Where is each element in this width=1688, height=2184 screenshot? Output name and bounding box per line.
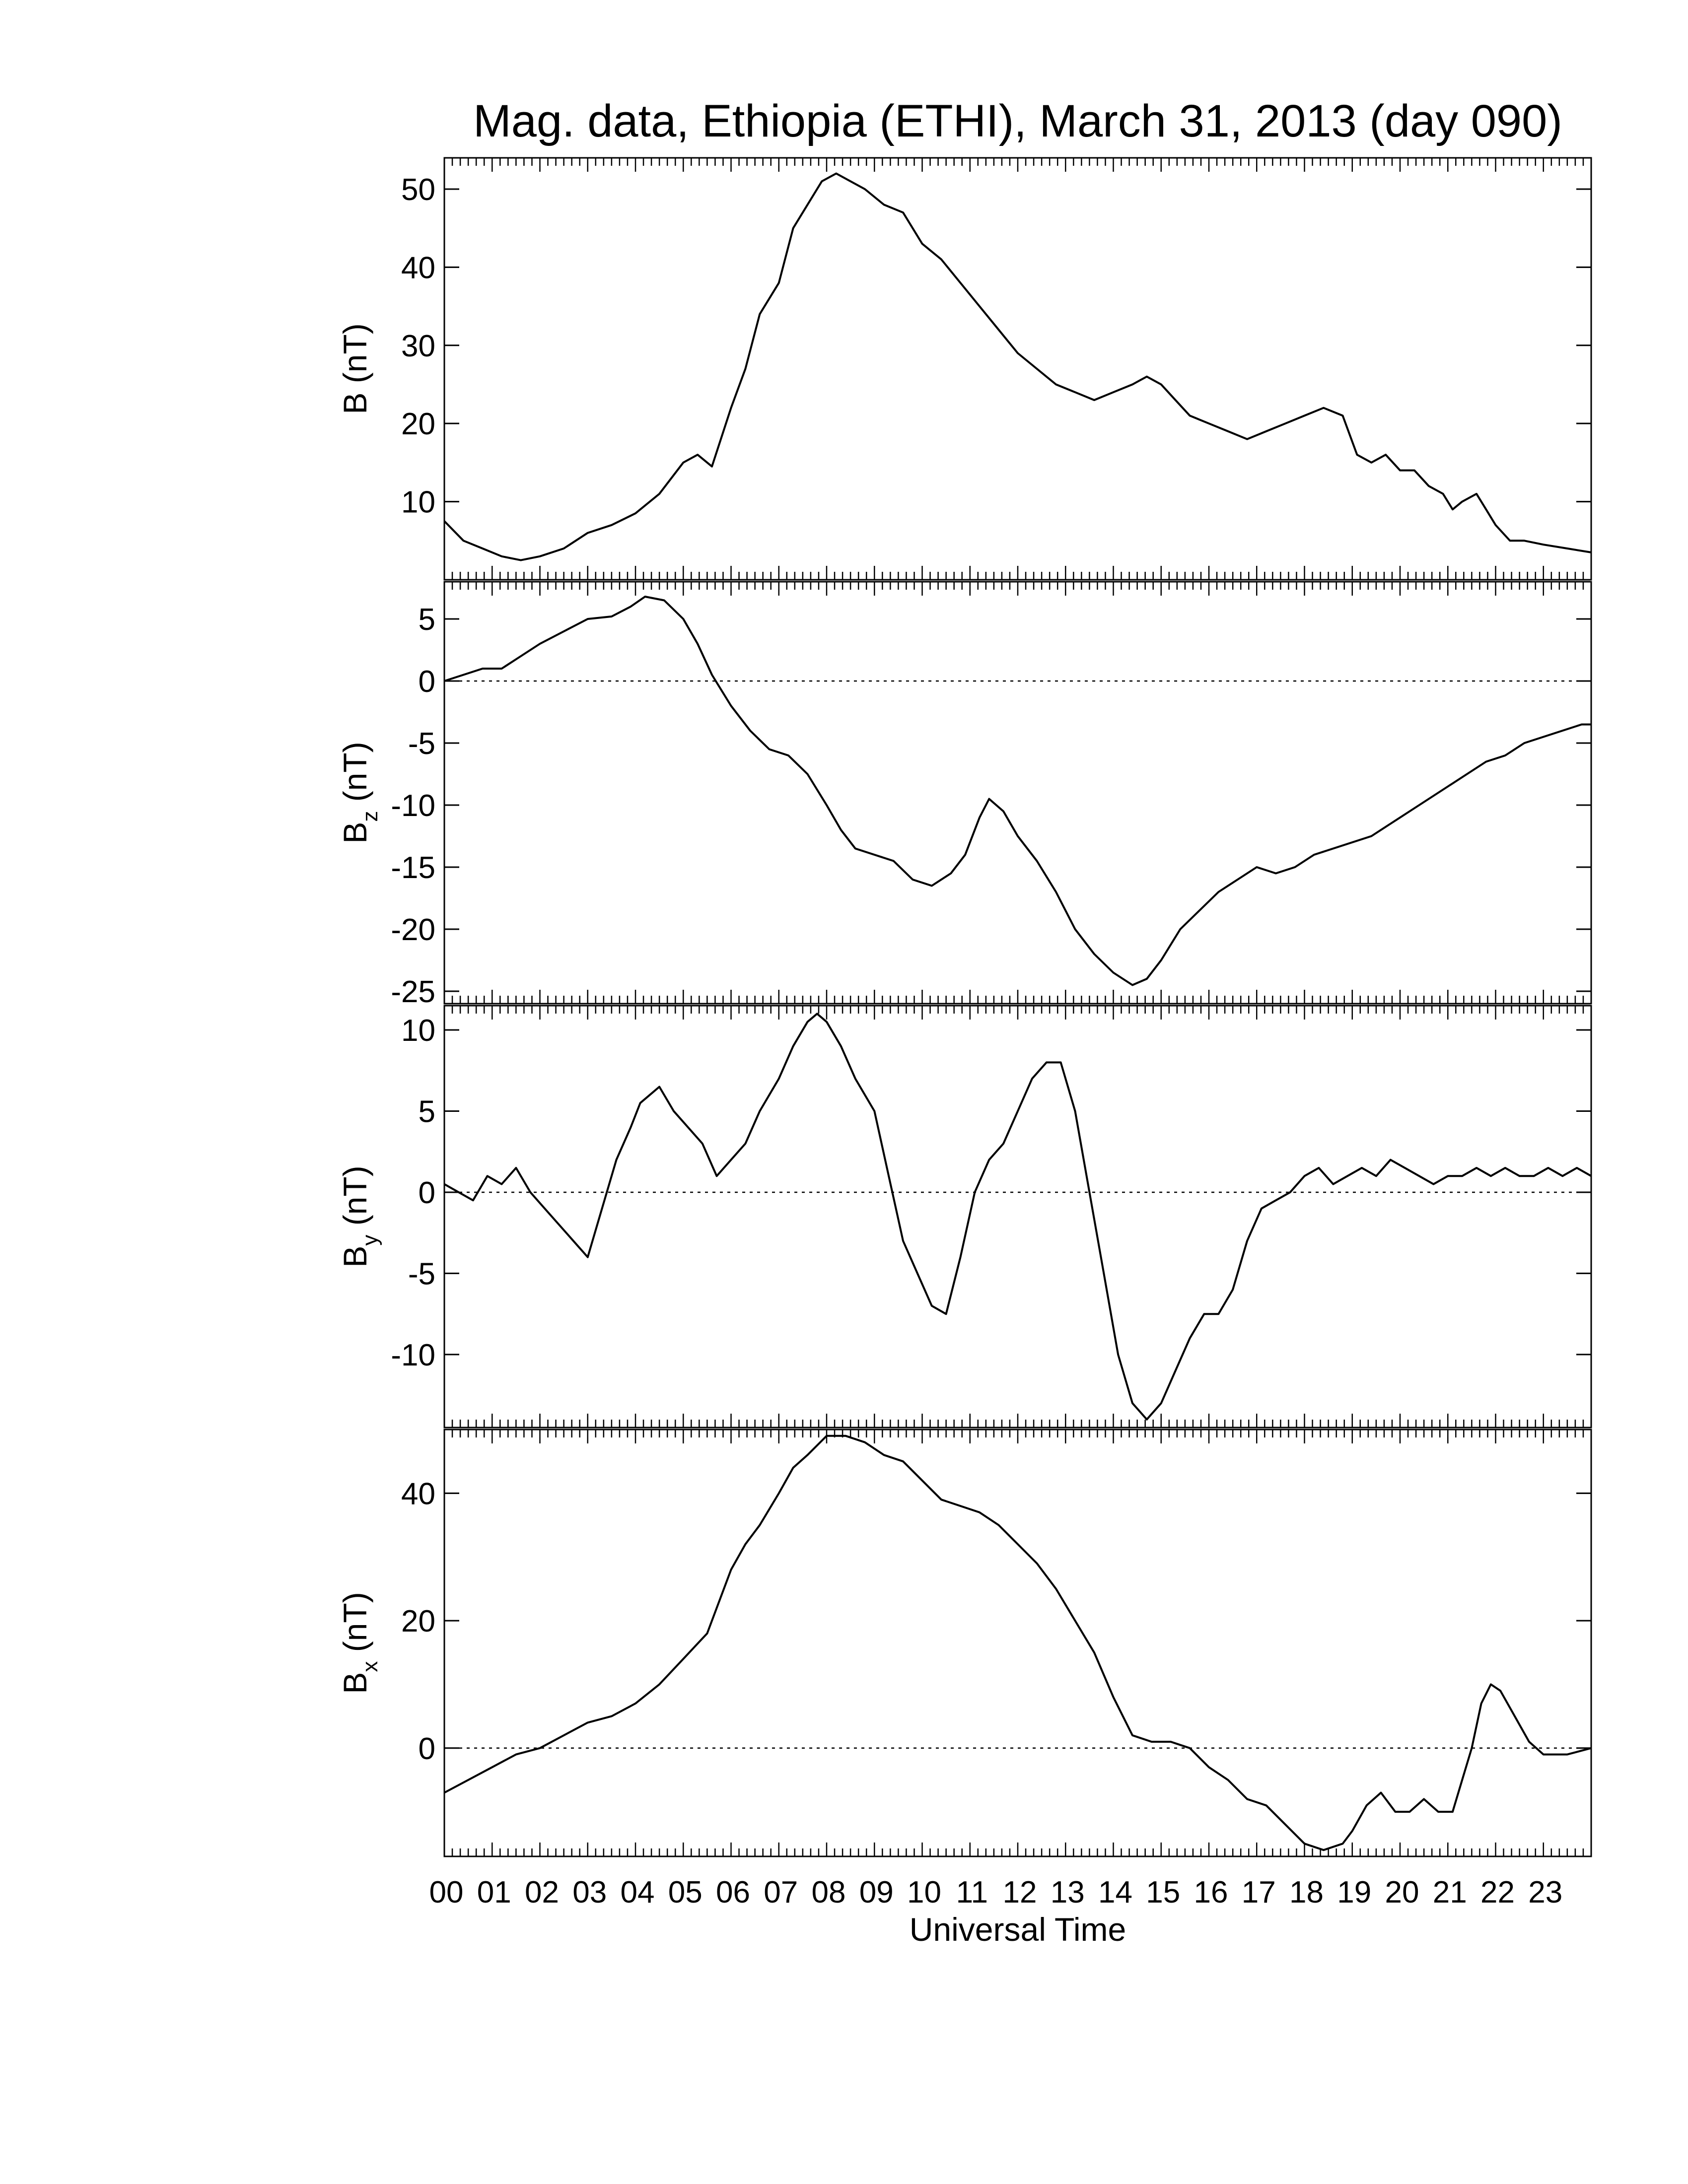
x-tick-label: 06: [716, 1875, 750, 1910]
y-tick-label: 40: [401, 1477, 435, 1511]
x-tick-label: 03: [572, 1875, 607, 1910]
x-tick-label: 08: [812, 1875, 846, 1910]
series-line-By: [444, 1013, 1592, 1421]
x-tick-label: 16: [1194, 1875, 1228, 1910]
y-tick-label: -5: [408, 1257, 435, 1291]
x-tick-label: 17: [1242, 1875, 1276, 1910]
x-tick-label: 10: [907, 1875, 941, 1910]
y-tick-label: -15: [391, 851, 435, 885]
x-tick-label: 12: [1003, 1875, 1037, 1910]
y-tick-label: 20: [401, 1604, 435, 1638]
panel-B: 10 20 30 40 50 B (nT): [337, 157, 1592, 581]
x-tick-label: 15: [1146, 1875, 1180, 1910]
series-line-B: [443, 172, 1592, 561]
y-tick-label: 40: [401, 251, 435, 285]
x-tick-label: 00: [429, 1875, 464, 1910]
x-ticks-B: [443, 158, 1592, 580]
series-line-Bx: [444, 1434, 1592, 1851]
y-tick-label: 20: [401, 407, 435, 441]
panel-By: -10 -5 0 5 10 By (nT): [337, 1005, 1592, 1429]
y-tick-label: -5: [408, 727, 435, 761]
x-tick-label: 18: [1289, 1875, 1324, 1910]
y-tick-label: -20: [391, 913, 435, 947]
y-axis-label-Bz: Bz (nT): [337, 742, 382, 843]
x-tick-label: 14: [1098, 1875, 1132, 1910]
x-tick-label: 11: [956, 1875, 988, 1910]
series-line-Bz: [444, 596, 1591, 986]
y-axis-label-Bx: Bx (nT): [337, 1592, 382, 1694]
x-tick-label: 19: [1337, 1875, 1371, 1910]
y-tick-label: 5: [419, 1095, 435, 1129]
y-axis-label-B: B (nT): [337, 323, 373, 414]
x-tick-label: 09: [859, 1875, 894, 1910]
y-tick-label: 0: [419, 1732, 435, 1766]
y-tick-label: -10: [391, 789, 435, 823]
chart-title: Mag. data, Ethiopia (ETHI), March 31, 20…: [473, 96, 1562, 146]
panel-Bz: -25 -20 -15 -10 -5 0 5 Bz (nT): [337, 581, 1592, 1009]
x-axis-label: Universal Time: [910, 1911, 1126, 1948]
x-tick-labels: 00 01 02 03 04 05 06 07 08 09 10 11 12 13 14 15 16 17 18 19…: [429, 1875, 1563, 1910]
x-tick-label: 23: [1528, 1875, 1562, 1910]
x-ticks-Bz: [443, 582, 1592, 1004]
y-tick-label: 50: [401, 173, 435, 207]
x-ticks-Bx: [443, 1430, 1592, 1856]
x-tick-label: 13: [1051, 1875, 1085, 1910]
panel-Bx: 0 20 40 Bx (nT): [337, 1429, 1592, 1857]
y-tick-label: -10: [391, 1338, 435, 1372]
y-axis-label-By: By (nT): [337, 1165, 382, 1267]
y-tick-label: 5: [419, 603, 435, 637]
x-tick-label: 20: [1385, 1875, 1419, 1910]
x-tick-label: 04: [621, 1875, 655, 1910]
x-ticks-By: [443, 1006, 1592, 1428]
x-tick-label: 07: [764, 1875, 798, 1910]
y-tick-label: 10: [401, 485, 435, 520]
y-tick-label: -25: [391, 975, 435, 1009]
y-tick-label: 0: [419, 665, 435, 699]
y-tick-label: 0: [419, 1176, 435, 1210]
x-tick-label: 02: [525, 1875, 559, 1910]
y-tick-label: 10: [401, 1014, 435, 1048]
x-tick-label: 21: [1433, 1875, 1467, 1910]
x-tick-label: 05: [668, 1875, 703, 1910]
y-tick-label: 30: [401, 329, 435, 363]
x-tick-label: 01: [477, 1875, 511, 1910]
x-tick-label: 22: [1480, 1875, 1515, 1910]
